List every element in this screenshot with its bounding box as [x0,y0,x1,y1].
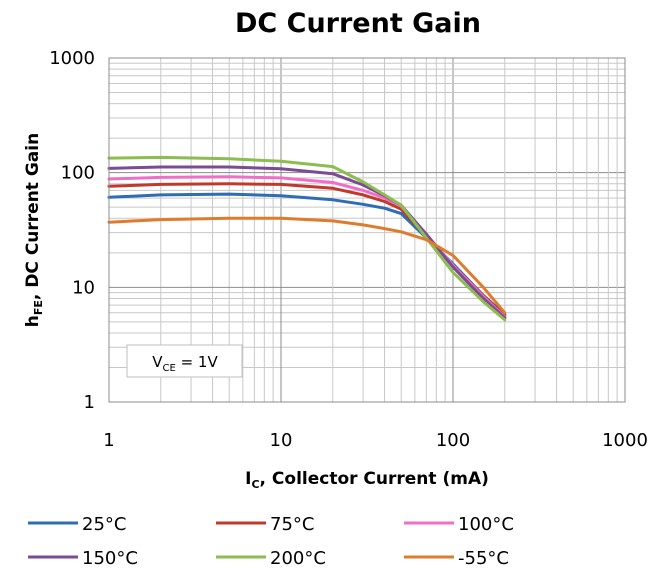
vce-annotation: VCE = 1V [126,344,243,378]
chart-title: DC Current Gain [235,8,481,39]
y-axis-label: hFE, DC Current Gain [23,133,45,327]
legend: 25°C 75°C 100°C 150°C 200°C -55°C [28,514,514,569]
series-lines [107,155,507,322]
annotation-text: VCE = 1V [152,353,218,374]
x-tick-label: 1000 [602,430,648,451]
legend-item: 200°C [216,548,326,569]
annotation-rest: = 1V [176,353,219,371]
legend-label: 200°C [270,548,326,569]
y-tick-label: 1 [84,392,95,413]
plot-border [108,57,626,403]
series-line [107,155,507,322]
annotation-box [126,344,243,378]
x-tick-label: 10 [270,430,293,451]
annotation-sub: CE [163,363,176,374]
grid-lines [108,58,625,403]
y-axis-label-rest: , DC Current Gain [23,133,43,300]
legend-item: 100°C [404,514,514,535]
legend-label: 25°C [82,514,126,535]
y-tick-label: 10 [72,277,95,298]
y-tick-label: 100 [61,163,95,184]
x-axis-label-rest: , Collector Current (mA) [260,469,489,489]
legend-item: 25°C [28,514,126,535]
legend-label: 150°C [82,548,138,569]
annotation-main: V [152,353,163,371]
x-axis-label-main: I [245,469,251,489]
legend-label: 75°C [270,514,314,535]
legend-label: -55°C [458,548,509,569]
series-line [107,216,507,315]
y-axis-label-sub: FE [32,300,45,315]
x-tick-label: 100 [436,430,470,451]
x-axis-label-sub: C [251,478,259,491]
series-line [107,165,507,320]
y-axis-label-main: h [23,315,43,327]
x-tick-label: 1 [103,430,114,451]
x-tick-labels: 1 10 100 1000 [103,430,648,451]
y-tick-label: 1000 [49,48,95,69]
legend-label: 100°C [458,514,514,535]
legend-item: 150°C [28,548,138,569]
legend-item: 75°C [216,514,314,535]
x-axis-label: IC, Collector Current (mA) [245,469,489,491]
legend-item: -55°C [404,548,509,569]
plot-area: VCE = 1V [107,57,626,403]
y-tick-labels: 1 10 100 1000 [49,48,95,413]
